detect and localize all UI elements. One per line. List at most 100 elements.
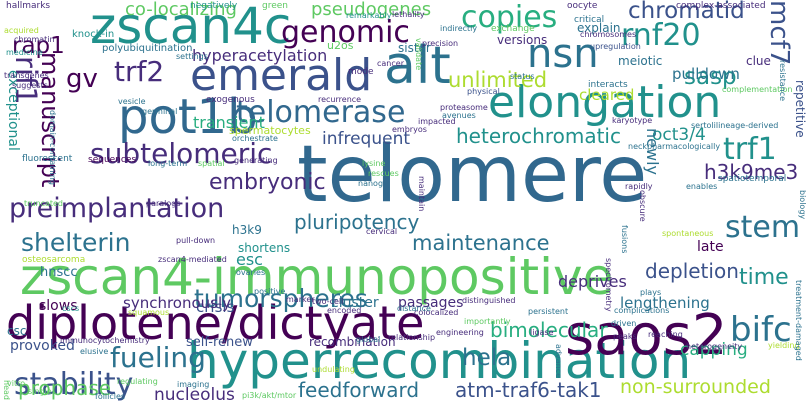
word: capping [680, 340, 748, 360]
word: medicine [6, 48, 43, 57]
word: settings [176, 52, 208, 61]
word: pulldown [672, 65, 740, 83]
word: nucleolus [154, 385, 235, 404]
word: complementation [722, 85, 793, 94]
word: shortens [238, 241, 291, 255]
word: distance [397, 304, 431, 313]
word: biology [798, 190, 807, 220]
word: status [510, 72, 535, 81]
word: vesicle [118, 97, 146, 106]
word: copies [461, 0, 558, 35]
word: prophase [18, 376, 112, 400]
word: sertolilineage-derived [691, 121, 779, 130]
word: telomere [297, 130, 648, 220]
word: karyotype [612, 116, 653, 125]
word: neck [628, 142, 648, 151]
word: mode [348, 67, 374, 77]
word: subtelomeric [90, 137, 273, 170]
word: cancer [377, 59, 404, 68]
word: pull-down [176, 236, 216, 245]
word: marker [286, 295, 315, 304]
word: fluorescent [22, 154, 73, 164]
word: global [356, 335, 381, 344]
word: recurrence [318, 95, 362, 104]
word: synchronously [123, 294, 232, 312]
word: hyperrecombination [187, 332, 692, 390]
word: generating [234, 156, 278, 165]
word: paralogs [146, 199, 181, 208]
word: yielding [768, 341, 800, 350]
word: truncated [24, 199, 64, 208]
word: avenues [442, 111, 476, 120]
word: hallmarks [6, 1, 51, 11]
word: suggests [12, 81, 48, 90]
word: oocyte [567, 1, 598, 11]
word: zscan4-mediated [158, 255, 227, 264]
word: hnscc [40, 265, 78, 280]
word: upregulation [590, 42, 641, 51]
word: sister [398, 41, 431, 55]
word: maintain [417, 176, 426, 212]
word: plays [640, 288, 662, 297]
word: importantly [464, 317, 511, 326]
word: time [739, 265, 789, 290]
word: driven [611, 319, 637, 328]
word: cleared [579, 86, 635, 104]
word: late [697, 239, 724, 255]
word: long-term [148, 159, 188, 168]
word: rescues [368, 169, 399, 178]
word: pseudogenes [311, 0, 432, 20]
word: spatial [198, 159, 225, 168]
word: zscan4c [90, 0, 292, 55]
word: complex-associated [676, 1, 766, 11]
word: clue [746, 54, 771, 68]
word: sasp [684, 64, 737, 90]
word: two-cell [312, 297, 344, 306]
word: lysine [362, 159, 386, 168]
word: head [2, 380, 11, 400]
word: infrequent [322, 129, 411, 149]
word: alt [384, 36, 451, 96]
word: transgenes [4, 71, 49, 80]
word: passages [398, 295, 464, 311]
word: impacted [418, 117, 456, 126]
word: ligase [530, 328, 554, 337]
word: hyperacetylation [192, 46, 328, 65]
word: explain [577, 21, 621, 35]
word: obscure [638, 190, 647, 222]
word: chromatin [14, 35, 55, 44]
word: germinal [142, 107, 178, 116]
word: trf2 [114, 55, 165, 88]
word: green [262, 1, 288, 11]
word: repetitive [793, 80, 807, 138]
word: mcf7 [764, 0, 794, 66]
word: physical [467, 87, 500, 96]
word: shelterin [21, 228, 131, 257]
word: elusive [80, 347, 109, 356]
word: relationship [388, 333, 436, 342]
word: ovaries [236, 268, 266, 277]
word: oct3/4 [652, 125, 706, 145]
word: bimolecular [490, 318, 608, 342]
word: feedforward [298, 378, 420, 402]
word: chromatid [628, 0, 745, 24]
word: csc [7, 324, 27, 338]
word: domain-containing [48, 110, 57, 185]
word: embryos [392, 125, 427, 134]
word: encoded [327, 306, 362, 315]
word: esc [236, 250, 263, 269]
word: remarkably [346, 11, 392, 20]
word: peaks [613, 332, 637, 341]
word: pluripotency [294, 210, 420, 234]
word: gv [66, 64, 98, 94]
word: h3k9 [232, 223, 262, 237]
word: positive [254, 287, 286, 296]
word: fusions [620, 225, 629, 254]
word: exogenous [206, 95, 255, 105]
word: vitro [7, 379, 26, 388]
word: acquired [4, 26, 39, 35]
word: treatment-damaged [794, 280, 803, 361]
word: orchestrate [232, 134, 278, 143]
word: cscs [62, 304, 80, 313]
word: regulating [117, 377, 158, 386]
